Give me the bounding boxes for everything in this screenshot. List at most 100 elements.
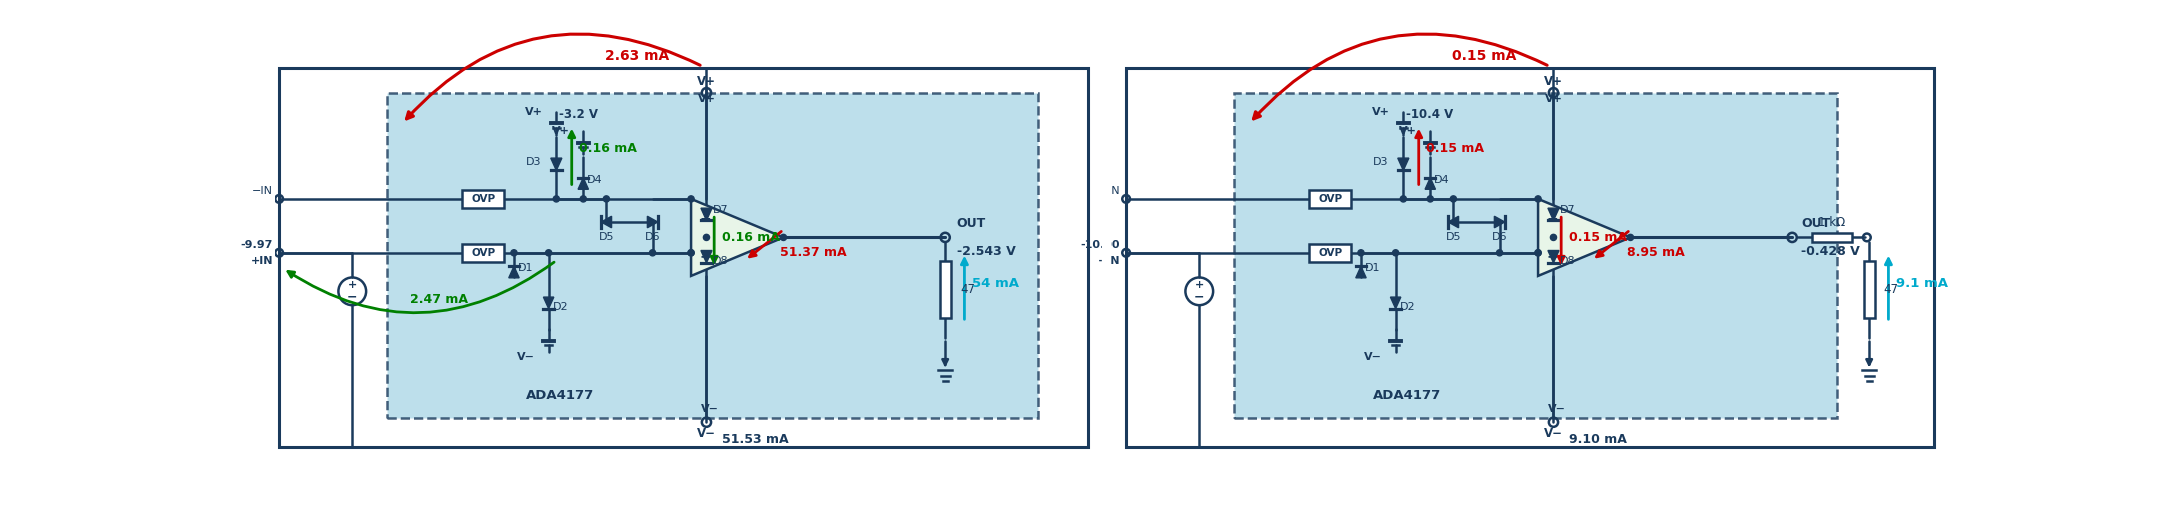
Polygon shape xyxy=(1356,266,1367,278)
Text: V−: V− xyxy=(1544,427,1563,440)
Circle shape xyxy=(1535,196,1542,202)
Polygon shape xyxy=(702,208,712,220)
Text: 47: 47 xyxy=(961,284,976,296)
Text: V−: V− xyxy=(1364,352,1382,362)
Circle shape xyxy=(689,250,695,256)
Text: 9.1 mA: 9.1 mA xyxy=(1896,277,1947,290)
Circle shape xyxy=(553,196,559,202)
Bar xyxy=(1127,68,1934,447)
FancyBboxPatch shape xyxy=(1308,190,1352,208)
Text: 51.53 mA: 51.53 mA xyxy=(721,434,788,446)
Text: OVP: OVP xyxy=(1319,194,1343,204)
Circle shape xyxy=(581,196,587,202)
Text: −: − xyxy=(1546,211,1559,225)
Circle shape xyxy=(1535,250,1542,256)
Bar xyxy=(1235,93,1837,418)
Text: −: − xyxy=(1194,291,1205,304)
Circle shape xyxy=(650,250,656,256)
Text: 51.37 mA: 51.37 mA xyxy=(779,246,846,259)
Text: −: − xyxy=(348,291,358,304)
Text: D8: D8 xyxy=(1559,256,1576,266)
Circle shape xyxy=(1451,196,1457,202)
Bar xyxy=(279,68,1088,447)
Text: V−: V− xyxy=(697,427,717,440)
Text: +: + xyxy=(700,249,710,264)
Circle shape xyxy=(1427,196,1434,202)
Circle shape xyxy=(1535,250,1542,256)
Text: 2.63 mA: 2.63 mA xyxy=(605,49,669,64)
Text: -9.97: -9.97 xyxy=(240,240,272,250)
Text: D8: D8 xyxy=(712,256,728,266)
Circle shape xyxy=(1550,234,1557,240)
Text: -0.428 V: -0.428 V xyxy=(1801,245,1861,258)
Text: D5: D5 xyxy=(1447,233,1462,242)
Polygon shape xyxy=(691,199,784,276)
Text: -10.00: -10.00 xyxy=(1080,240,1121,250)
Circle shape xyxy=(1401,196,1406,202)
Circle shape xyxy=(689,250,695,256)
Polygon shape xyxy=(1390,297,1401,308)
Bar xyxy=(939,261,950,319)
Text: D6: D6 xyxy=(646,233,661,242)
Text: −: − xyxy=(700,211,710,225)
Text: OUT: OUT xyxy=(1801,217,1831,230)
FancyBboxPatch shape xyxy=(462,190,503,208)
Circle shape xyxy=(779,234,786,240)
Text: D1: D1 xyxy=(518,263,533,273)
Polygon shape xyxy=(551,158,561,171)
Text: 1 kΩ: 1 kΩ xyxy=(1818,215,1846,229)
Text: OVP: OVP xyxy=(471,194,494,204)
Text: V−: V− xyxy=(702,404,719,414)
Text: 0.15 mA: 0.15 mA xyxy=(1427,143,1485,155)
Text: 2.47 mA: 2.47 mA xyxy=(410,293,469,305)
Text: D3: D3 xyxy=(525,157,542,167)
Text: D2: D2 xyxy=(553,302,568,312)
Text: −IN: −IN xyxy=(253,186,272,196)
FancyBboxPatch shape xyxy=(1308,244,1352,262)
Text: D6: D6 xyxy=(1492,233,1507,242)
Text: D2: D2 xyxy=(1399,302,1414,312)
Text: D3: D3 xyxy=(1373,157,1388,167)
Polygon shape xyxy=(1397,158,1410,171)
Text: V−: V− xyxy=(1548,404,1565,414)
Text: ADA4177: ADA4177 xyxy=(527,389,594,402)
Text: V+: V+ xyxy=(697,75,717,89)
Text: OVP: OVP xyxy=(471,248,494,258)
Circle shape xyxy=(512,250,516,256)
Text: 0.15 mA: 0.15 mA xyxy=(1453,49,1516,64)
Text: V−: V− xyxy=(516,352,535,362)
Text: +IN: +IN xyxy=(1097,256,1121,266)
Circle shape xyxy=(1628,234,1634,240)
Polygon shape xyxy=(1548,250,1559,263)
Polygon shape xyxy=(1548,208,1559,220)
Text: V+: V+ xyxy=(551,126,570,136)
Circle shape xyxy=(689,196,695,202)
Text: 9.10 mA: 9.10 mA xyxy=(1570,434,1626,446)
Text: -3.2 V: -3.2 V xyxy=(559,108,598,121)
Text: 0.16 mA: 0.16 mA xyxy=(579,143,637,155)
Text: D4: D4 xyxy=(1434,175,1449,185)
Polygon shape xyxy=(1494,216,1505,228)
Polygon shape xyxy=(1449,216,1459,228)
Text: V+: V+ xyxy=(525,107,542,117)
Text: V+: V+ xyxy=(1544,94,1563,104)
Text: D1: D1 xyxy=(1364,263,1380,273)
Text: V+: V+ xyxy=(1371,107,1390,117)
Text: +IN: +IN xyxy=(250,256,272,266)
Polygon shape xyxy=(544,297,555,308)
Text: +: + xyxy=(348,280,356,290)
Text: 54 mA: 54 mA xyxy=(972,277,1019,290)
Polygon shape xyxy=(600,216,611,228)
Text: V+: V+ xyxy=(1544,75,1563,89)
Polygon shape xyxy=(579,178,589,189)
Text: V+: V+ xyxy=(1399,126,1416,136)
Circle shape xyxy=(1358,250,1364,256)
Text: -2.543 V: -2.543 V xyxy=(956,245,1015,258)
Text: D7: D7 xyxy=(1559,206,1576,215)
Text: 8.95 mA: 8.95 mA xyxy=(1626,246,1684,259)
Circle shape xyxy=(602,196,609,202)
Text: 0.16 mA: 0.16 mA xyxy=(721,231,779,244)
Text: OUT: OUT xyxy=(956,217,987,230)
FancyBboxPatch shape xyxy=(462,244,503,262)
Text: -10.4 V: -10.4 V xyxy=(1406,108,1453,121)
